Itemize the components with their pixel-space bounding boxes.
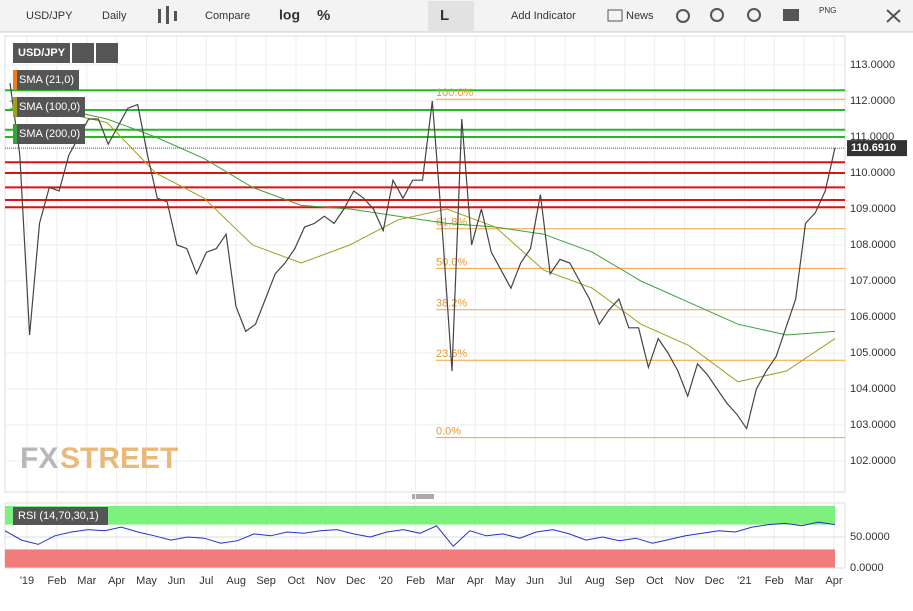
price-tick-label: 103.0000 — [850, 419, 896, 431]
fib-label: 0.0% — [436, 426, 461, 438]
price-tick-label: 104.0000 — [850, 383, 896, 395]
sma200-swatch — [13, 124, 17, 144]
x-tick-label: Jun — [168, 575, 186, 587]
x-tick-label: Aug — [226, 575, 246, 587]
x-tick-label: Aug — [585, 575, 605, 587]
sma21-legend-box[interactable] — [13, 70, 79, 90]
price-line — [9, 82, 836, 431]
price-tick-label: 107.0000 — [850, 275, 896, 287]
news-icon — [607, 9, 623, 22]
rsi-legend-box[interactable] — [13, 507, 108, 525]
grid — [5, 36, 845, 569]
sma200-legend: SMA (200,0) — [19, 128, 80, 140]
x-tick-label: Sep — [256, 575, 276, 587]
mute-icon[interactable] — [886, 9, 901, 23]
x-tick-label: Sep — [615, 575, 635, 587]
x-tick-label: '21 — [737, 575, 751, 587]
x-tick-label: May — [136, 575, 157, 587]
png-button[interactable]: PNG — [819, 6, 836, 15]
sma200-legend-box[interactable] — [13, 124, 85, 144]
interval-button[interactable]: Daily — [102, 10, 127, 22]
news-button[interactable]: News — [626, 10, 654, 22]
sma21-swatch — [13, 70, 17, 90]
price-tick-label: 110.0000 — [850, 167, 895, 179]
price-tick-label: 106.0000 — [850, 311, 896, 323]
price-pane — [4, 35, 846, 493]
x-tick-label: Jul — [199, 575, 213, 587]
x-tick-label: Dec — [705, 575, 725, 587]
x-tick-label: Jun — [526, 575, 544, 587]
candle-icon — [174, 11, 177, 21]
line-type-button[interactable]: L — [440, 7, 449, 24]
x-tick-label: Nov — [675, 575, 695, 587]
fib-label: 100.0% — [436, 87, 474, 99]
active-tool — [428, 1, 474, 31]
log-button[interactable]: log — [279, 7, 300, 23]
zoom-in-icon[interactable] — [710, 8, 724, 22]
last-price-label: 110.6910 — [851, 142, 896, 154]
price-tick-label: 105.0000 — [850, 347, 896, 359]
rsi-tick-label: 50.0000 — [850, 531, 890, 543]
sma100-legend: SMA (100,0) — [19, 101, 80, 113]
reload-button[interactable] — [72, 43, 94, 63]
candle-icon — [166, 6, 169, 24]
settings-button[interactable] — [96, 43, 118, 63]
symbol-button[interactable]: USD/JPY — [26, 10, 73, 22]
sma100-swatch — [13, 97, 17, 117]
x-tick-label: Mar — [795, 575, 814, 587]
price-tick-label: 109.0000 — [850, 203, 896, 215]
marks: 100.0% 61.8% 50.0% 38.2% 23.6% 0.0% — [4, 82, 845, 548]
rsi-overbought — [5, 506, 835, 525]
x-tick-label: Mar — [436, 575, 455, 587]
x-tick-label: Apr — [825, 575, 842, 587]
fib-label: 61.8% — [436, 217, 467, 229]
zoom-out-icon[interactable] — [747, 8, 761, 22]
candle-icon[interactable] — [158, 9, 161, 23]
x-tick-label: Feb — [406, 575, 425, 587]
sma200-line — [9, 100, 836, 336]
x-tick-label: '20 — [378, 575, 392, 587]
rsi-legend: RSI (14,70,30,1) — [18, 510, 99, 522]
x-tick-label: Nov — [316, 575, 336, 587]
x-tick-label: Feb — [47, 575, 66, 587]
pane-splitter[interactable] — [412, 494, 434, 499]
fib-label: 50.0% — [436, 256, 467, 268]
percent-button[interactable]: % — [317, 7, 330, 24]
fib-label: 38.2% — [436, 298, 467, 310]
x-tick-label: Oct — [646, 575, 663, 587]
x-tick-label: Jul — [558, 575, 572, 587]
symbol-legend: USD/JPY — [18, 47, 66, 59]
fib-label: 23.6% — [436, 348, 467, 360]
rsi-tick-label: 0.0000 — [850, 562, 884, 574]
price-tick-label: 112.0000 — [850, 95, 895, 107]
rsi-oversold — [5, 549, 835, 568]
price-tick-label: 111.0000 — [850, 131, 894, 143]
price-tick-label: 102.0000 — [850, 455, 896, 467]
price-tick-label: 113.0000 — [850, 59, 895, 71]
sma100-legend-box[interactable] — [13, 97, 85, 117]
x-tick-label: Oct — [287, 575, 304, 587]
sma100-line — [9, 107, 836, 383]
x-tick-label: Dec — [346, 575, 366, 587]
sma21-legend: SMA (21,0) — [19, 74, 74, 86]
watermark-street: STREET — [60, 442, 178, 475]
last-price-box — [847, 140, 907, 157]
x-tick-label: May — [495, 575, 516, 587]
refresh-icon[interactable] — [676, 9, 690, 23]
rsi-line — [4, 521, 836, 548]
print-icon[interactable] — [783, 9, 799, 21]
x-tick-label: '19 — [20, 575, 34, 587]
x-tick-label: Feb — [765, 575, 784, 587]
x-tick-label: Apr — [467, 575, 484, 587]
compare-button[interactable]: Compare — [205, 10, 250, 22]
x-tick-label: Mar — [77, 575, 96, 587]
add-indicator-button[interactable]: Add Indicator — [511, 10, 576, 22]
watermark-fx: FX — [20, 442, 58, 475]
symbol-legend-box — [13, 43, 70, 63]
x-tick-label: Apr — [108, 575, 125, 587]
price-tick-label: 108.0000 — [850, 239, 896, 251]
